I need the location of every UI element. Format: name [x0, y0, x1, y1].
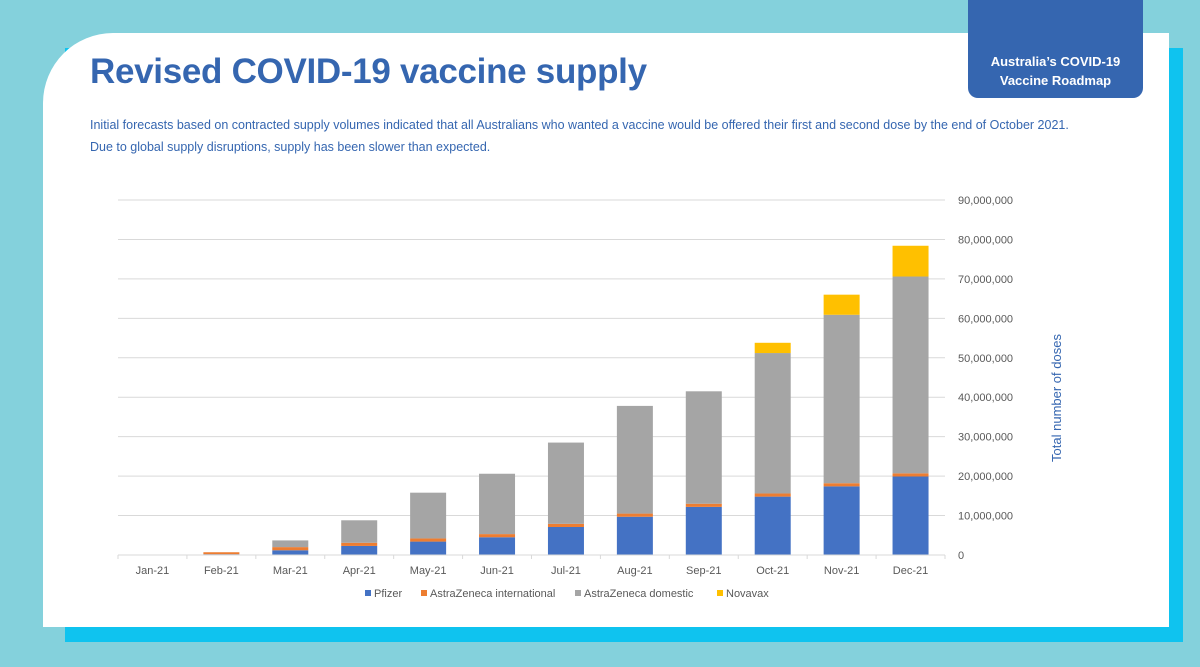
bar-astrazeneca-domestic-sep-21 — [685, 391, 722, 504]
legend-swatch-pfizer — [365, 590, 371, 596]
bar-pfizer-aug-21 — [616, 516, 653, 555]
bar-astrazeneca-domestic-aug-21 — [616, 405, 653, 514]
badge-line-2: Vaccine Roadmap — [999, 73, 1112, 88]
bar-astrazeneca-international-mar-21 — [272, 547, 309, 551]
x-tick-label: Jun-21 — [480, 565, 514, 577]
gridlines — [118, 199, 945, 556]
y-tick-label: 20,000,000 — [958, 471, 1013, 483]
y-tick-label: 60,000,000 — [958, 313, 1013, 325]
bar-pfizer-apr-21 — [341, 545, 378, 555]
x-tick-label: Oct-21 — [756, 565, 789, 577]
x-tick-label: Jul-21 — [551, 565, 581, 577]
legend-label: Pfizer — [374, 588, 402, 600]
bar-pfizer-jul-21 — [547, 526, 584, 555]
bar-astrazeneca-international-jul-21 — [547, 523, 584, 527]
bar-pfizer-may-21 — [410, 541, 447, 555]
x-tick-label: May-21 — [410, 565, 447, 577]
y-tick-label: 70,000,000 — [958, 274, 1013, 286]
bar-astrazeneca-domestic-jun-21 — [479, 473, 516, 535]
x-tick-label: Nov-21 — [824, 565, 859, 577]
bar-novavax-dec-21 — [892, 245, 929, 277]
bar-astrazeneca-international-feb-21 — [203, 552, 240, 555]
x-tick-label: Dec-21 — [893, 565, 928, 577]
x-axis: Jan-21 Feb-21 Mar-21 Apr-21 May-21 Jun-21 Jul-… — [117, 554, 946, 577]
content-card — [43, 33, 1169, 627]
y-tick-label: 10,000,000 — [958, 511, 1013, 523]
y-axis-title: Total number of doses — [1049, 334, 1064, 462]
bar-pfizer-oct-21 — [754, 496, 791, 555]
y-tick-label: 40,000,000 — [958, 392, 1013, 404]
page-title: Revised COVID-19 vaccine supply — [90, 52, 647, 91]
y-tick-label: 30,000,000 — [958, 432, 1013, 444]
x-tick-label: Mar-21 — [273, 565, 308, 577]
x-tick-label: Jan-21 — [136, 565, 170, 577]
bar-astrazeneca-international-jun-21 — [479, 534, 516, 538]
bar-astrazeneca-international-nov-21 — [823, 483, 860, 487]
legend-swatch-novavax — [717, 590, 723, 596]
legend-label: AstraZeneca international — [430, 588, 555, 600]
bar-astrazeneca-international-apr-21 — [341, 542, 378, 546]
bar-astrazeneca-domestic-apr-21 — [341, 520, 378, 543]
legend: Pfizer AstraZeneca international AstraZene… — [365, 588, 769, 600]
bar-astrazeneca-international-may-21 — [410, 538, 447, 542]
bar-astrazeneca-international-aug-21 — [616, 513, 653, 517]
bar-astrazeneca-domestic-mar-21 — [272, 540, 309, 548]
badge-line-1: Australia’s COVID-19 — [990, 54, 1121, 69]
bar-pfizer-sep-21 — [685, 506, 722, 555]
bar-astrazeneca-domestic-oct-21 — [754, 353, 791, 494]
legend-label: Novavax — [726, 588, 769, 600]
bar-astrazeneca-international-dec-21 — [892, 473, 929, 477]
bar-pfizer-dec-21 — [892, 476, 929, 555]
x-tick-label: Apr-21 — [343, 565, 376, 577]
bars — [203, 245, 929, 555]
y-tick-label: 80,000,000 — [958, 234, 1013, 246]
y-tick-label: 0 — [958, 550, 964, 562]
y-tick-label: 90,000,000 — [958, 195, 1013, 207]
x-tick-label: Sep-21 — [686, 565, 721, 577]
bar-pfizer-mar-21 — [272, 550, 309, 555]
subtitle-line-1: Initial forecasts based on contracted su… — [90, 118, 1069, 132]
x-tick-label: Aug-21 — [617, 565, 652, 577]
y-tick-label: 50,000,000 — [958, 353, 1013, 365]
bar-astrazeneca-international-oct-21 — [754, 493, 791, 497]
bar-novavax-nov-21 — [823, 294, 860, 315]
bar-novavax-oct-21 — [754, 342, 791, 354]
y-axis: 0 10,000,000 20,000,000 30,000,000 40,000,00… — [958, 195, 1013, 562]
bar-astrazeneca-domestic-nov-21 — [823, 314, 860, 484]
bar-astrazeneca-international-sep-21 — [685, 503, 722, 507]
bar-astrazeneca-domestic-dec-21 — [892, 276, 929, 474]
legend-swatch-astrazeneca-domestic — [575, 590, 581, 596]
bar-pfizer-nov-21 — [823, 486, 860, 555]
x-tick-label: Feb-21 — [204, 565, 239, 577]
legend-label: AstraZeneca domestic — [584, 588, 694, 600]
legend-swatch-astrazeneca-international — [421, 590, 427, 596]
subtitle-line-2: Due to global supply disruptions, supply… — [90, 140, 491, 154]
roadmap-badge: Australia’s COVID-19 Vaccine Roadmap — [968, 0, 1143, 98]
bar-astrazeneca-domestic-jul-21 — [547, 442, 584, 524]
bar-pfizer-jun-21 — [479, 537, 516, 555]
bar-astrazeneca-domestic-may-21 — [410, 492, 447, 539]
page-subtitle: Initial forecasts based on contracted su… — [90, 114, 1130, 158]
